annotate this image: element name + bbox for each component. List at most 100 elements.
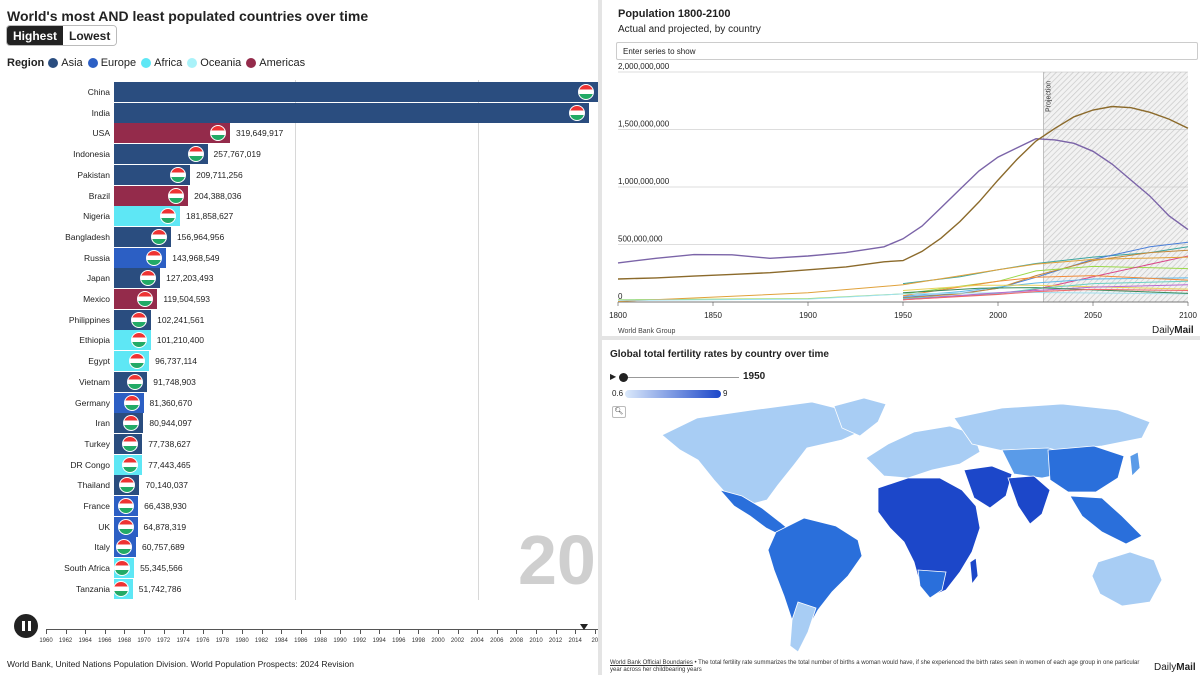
bar-row[interactable]: Italy 60,757,689 bbox=[0, 537, 598, 558]
region-greenland[interactable] bbox=[833, 397, 887, 437]
series-line[interactable] bbox=[902, 249, 1189, 299]
legend-label: Americas bbox=[259, 57, 306, 69]
bar[interactable] bbox=[114, 144, 208, 165]
series-line[interactable] bbox=[902, 284, 1189, 300]
bar-row[interactable]: Thailand 70,140,037 bbox=[0, 475, 598, 496]
bar-row[interactable]: Germany 81,360,670 bbox=[0, 392, 598, 413]
bar-row[interactable]: Pakistan 209,711,256 bbox=[0, 164, 598, 185]
series-line[interactable] bbox=[902, 284, 1189, 291]
bar-row[interactable]: Turkey 77,738,627 bbox=[0, 433, 598, 454]
region-south-america[interactable] bbox=[767, 517, 863, 653]
highest-button[interactable]: Highest bbox=[7, 26, 64, 45]
bar-row[interactable]: India bbox=[0, 102, 598, 123]
pause-button[interactable] bbox=[14, 614, 38, 638]
legend-swatch bbox=[187, 58, 198, 68]
region-south-america-south[interactable] bbox=[789, 601, 817, 653]
region-middle-east[interactable] bbox=[963, 465, 1013, 509]
bar-row[interactable]: Iran 80,944,097 bbox=[0, 413, 598, 434]
x-tick-label: 1950 bbox=[894, 311, 912, 320]
bar-row[interactable]: Brazil 204,388,036 bbox=[0, 185, 598, 206]
bar-row[interactable]: Indonesia 257,767,019 bbox=[0, 144, 598, 165]
bar-row[interactable]: Mexico 119,504,593 bbox=[0, 289, 598, 309]
region-south-asia[interactable] bbox=[1007, 475, 1051, 525]
flag-icon bbox=[122, 435, 139, 452]
region-japan[interactable] bbox=[1129, 451, 1141, 477]
flag-icon bbox=[116, 539, 133, 556]
bar-row[interactable]: Bangladesh 156,964,956 bbox=[0, 226, 598, 247]
region-southeast-asia[interactable] bbox=[1069, 495, 1143, 545]
bar[interactable] bbox=[114, 102, 590, 123]
timeline-tick bbox=[261, 629, 263, 634]
bar-row[interactable]: Nigeria 181,858,627 bbox=[0, 206, 598, 227]
bar-value: 156,964,956 bbox=[176, 231, 225, 242]
series-search-input[interactable] bbox=[616, 42, 1198, 60]
chart-title: World's most AND least populated countri… bbox=[7, 8, 369, 24]
region-africa[interactable] bbox=[877, 477, 981, 597]
legend-item-americas[interactable]: Americas bbox=[246, 57, 305, 69]
bar-row[interactable]: UK 64,878,319 bbox=[0, 516, 598, 537]
series-line[interactable] bbox=[902, 288, 1189, 301]
flag-icon bbox=[137, 291, 154, 307]
bar-row[interactable]: Egypt 96,737,114 bbox=[0, 351, 598, 372]
boundaries-link[interactable]: World Bank Official Boundaries bbox=[610, 660, 693, 666]
region-legend: Region Asia Europe Africa Oceania Americas bbox=[7, 57, 310, 69]
bar-label: South Africa bbox=[64, 563, 110, 574]
bar-row[interactable]: Ethiopia 101,210,400 bbox=[0, 330, 598, 351]
region-north-america[interactable] bbox=[661, 401, 865, 505]
series-line[interactable] bbox=[617, 137, 1189, 264]
region-australia[interactable] bbox=[1091, 551, 1163, 607]
color-scale-bar bbox=[625, 390, 721, 398]
bar-row[interactable]: China bbox=[0, 82, 598, 102]
series-line[interactable] bbox=[902, 287, 1189, 294]
bar-row[interactable]: Tanzania 51,742,786 bbox=[0, 578, 598, 599]
bar[interactable] bbox=[114, 82, 598, 102]
year-slider-handle[interactable] bbox=[619, 373, 628, 382]
flag-icon bbox=[210, 125, 226, 142]
bar-row[interactable]: Vietnam 91,748,903 bbox=[0, 371, 598, 392]
region-russia[interactable] bbox=[953, 403, 1151, 453]
x-tick-label: 2100 bbox=[1179, 311, 1197, 320]
lowest-button[interactable]: Lowest bbox=[63, 26, 117, 45]
timeline-tick bbox=[516, 629, 518, 634]
bar-row[interactable]: France 66,438,930 bbox=[0, 496, 598, 516]
flag-icon bbox=[140, 270, 157, 287]
series-line[interactable] bbox=[617, 256, 1189, 302]
bar-label: DR Congo bbox=[70, 459, 110, 470]
brand-right: Mail bbox=[1174, 325, 1194, 336]
timeline-tick-label: 2004 bbox=[470, 638, 484, 644]
region-china[interactable] bbox=[1047, 445, 1125, 493]
year-slider-track[interactable] bbox=[621, 377, 739, 378]
flag-icon bbox=[127, 373, 144, 390]
series-line[interactable] bbox=[617, 105, 1189, 280]
bar-value: 60,757,689 bbox=[142, 542, 185, 553]
bar[interactable] bbox=[114, 123, 230, 144]
legend-item-oceania[interactable]: Oceania bbox=[187, 57, 241, 69]
play-icon[interactable]: ▶ bbox=[610, 372, 617, 381]
bar-row[interactable]: Russia 143,968,549 bbox=[0, 247, 598, 268]
timeline-tick bbox=[124, 629, 126, 634]
bar-row[interactable]: South Africa 55,345,566 bbox=[0, 558, 598, 579]
bar-row[interactable]: Japan 127,203,493 bbox=[0, 268, 598, 289]
bar-label: Italy bbox=[94, 542, 110, 553]
legend-item-asia[interactable]: Asia bbox=[48, 57, 83, 69]
timeline-tick-label: 1972 bbox=[156, 638, 171, 644]
y-tick-label: 1,500,000,000 bbox=[618, 120, 670, 129]
bar-row[interactable]: Philippines 102,241,561 bbox=[0, 309, 598, 330]
legend-item-europe[interactable]: Europe bbox=[87, 57, 136, 69]
bar-row[interactable]: USA 319,649,917 bbox=[0, 123, 598, 144]
world-map[interactable] bbox=[602, 340, 1200, 675]
timeline-marker[interactable] bbox=[580, 624, 588, 630]
gridline bbox=[478, 80, 479, 600]
region-madagascar[interactable] bbox=[969, 557, 979, 586]
legend-item-africa[interactable]: Africa bbox=[141, 57, 182, 69]
bar-row[interactable]: DR Congo 77,443,465 bbox=[0, 454, 598, 475]
year-timeline[interactable]: 1960 1962 1964 1966 1968 1970 1972 1974 1976 1978… bbox=[39, 624, 598, 659]
region-europe[interactable] bbox=[865, 425, 981, 479]
x-tick-label: 2000 bbox=[989, 311, 1007, 320]
region-africa-south[interactable] bbox=[917, 569, 947, 599]
timeline-tick bbox=[575, 629, 577, 634]
highest-lowest-toggle[interactable]: Highest Lowest bbox=[6, 25, 118, 46]
search-icon[interactable]: 🔍︎ bbox=[612, 406, 626, 418]
bar-label: Indonesia bbox=[73, 149, 110, 160]
legend-swatch bbox=[141, 58, 152, 68]
